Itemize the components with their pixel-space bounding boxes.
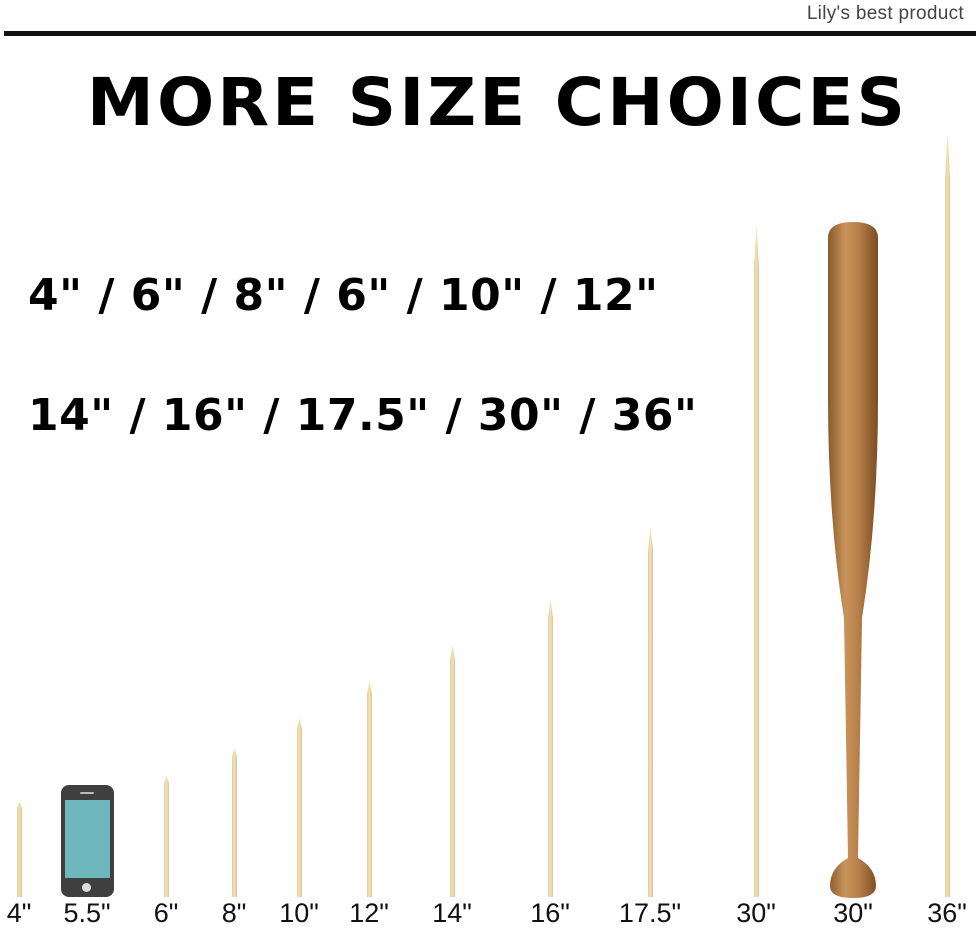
size-label: 5.5" bbox=[63, 898, 111, 928]
skewer-3 bbox=[232, 748, 237, 897]
phone-icon bbox=[61, 785, 114, 897]
size-list-line-2: 14" / 16" / 17.5" / 30" / 36" bbox=[28, 390, 698, 441]
skewer-8 bbox=[648, 528, 653, 897]
page-title: MORE SIZE CHOICES bbox=[86, 64, 909, 141]
skewer-0 bbox=[17, 802, 22, 897]
size-label: 4" bbox=[6, 898, 32, 928]
size-label: 30" bbox=[736, 898, 776, 928]
size-label: 16" bbox=[530, 898, 570, 928]
baseball-bat-image bbox=[828, 222, 878, 898]
skewer-4 bbox=[297, 718, 302, 897]
size-label: 10" bbox=[279, 898, 319, 928]
size-label: 14" bbox=[432, 898, 472, 928]
size-label: 6" bbox=[153, 898, 179, 928]
size-list-line-1: 4" / 6" / 8" / 6" / 10" / 12" bbox=[28, 270, 659, 321]
size-label: 12" bbox=[349, 898, 389, 928]
size-label: 17.5" bbox=[618, 898, 682, 928]
size-label: 8" bbox=[221, 898, 247, 928]
brand-text: Lily's best product bbox=[806, 3, 964, 24]
skewer-11 bbox=[945, 132, 950, 897]
size-label: 30" bbox=[833, 898, 873, 928]
skewer-9 bbox=[754, 226, 759, 897]
skewer-6 bbox=[450, 645, 455, 897]
size-label: 36" bbox=[927, 898, 967, 928]
skewer-2 bbox=[164, 776, 169, 897]
header-divider bbox=[4, 31, 976, 36]
skewer-7 bbox=[548, 600, 553, 897]
skewer-5 bbox=[367, 681, 372, 897]
